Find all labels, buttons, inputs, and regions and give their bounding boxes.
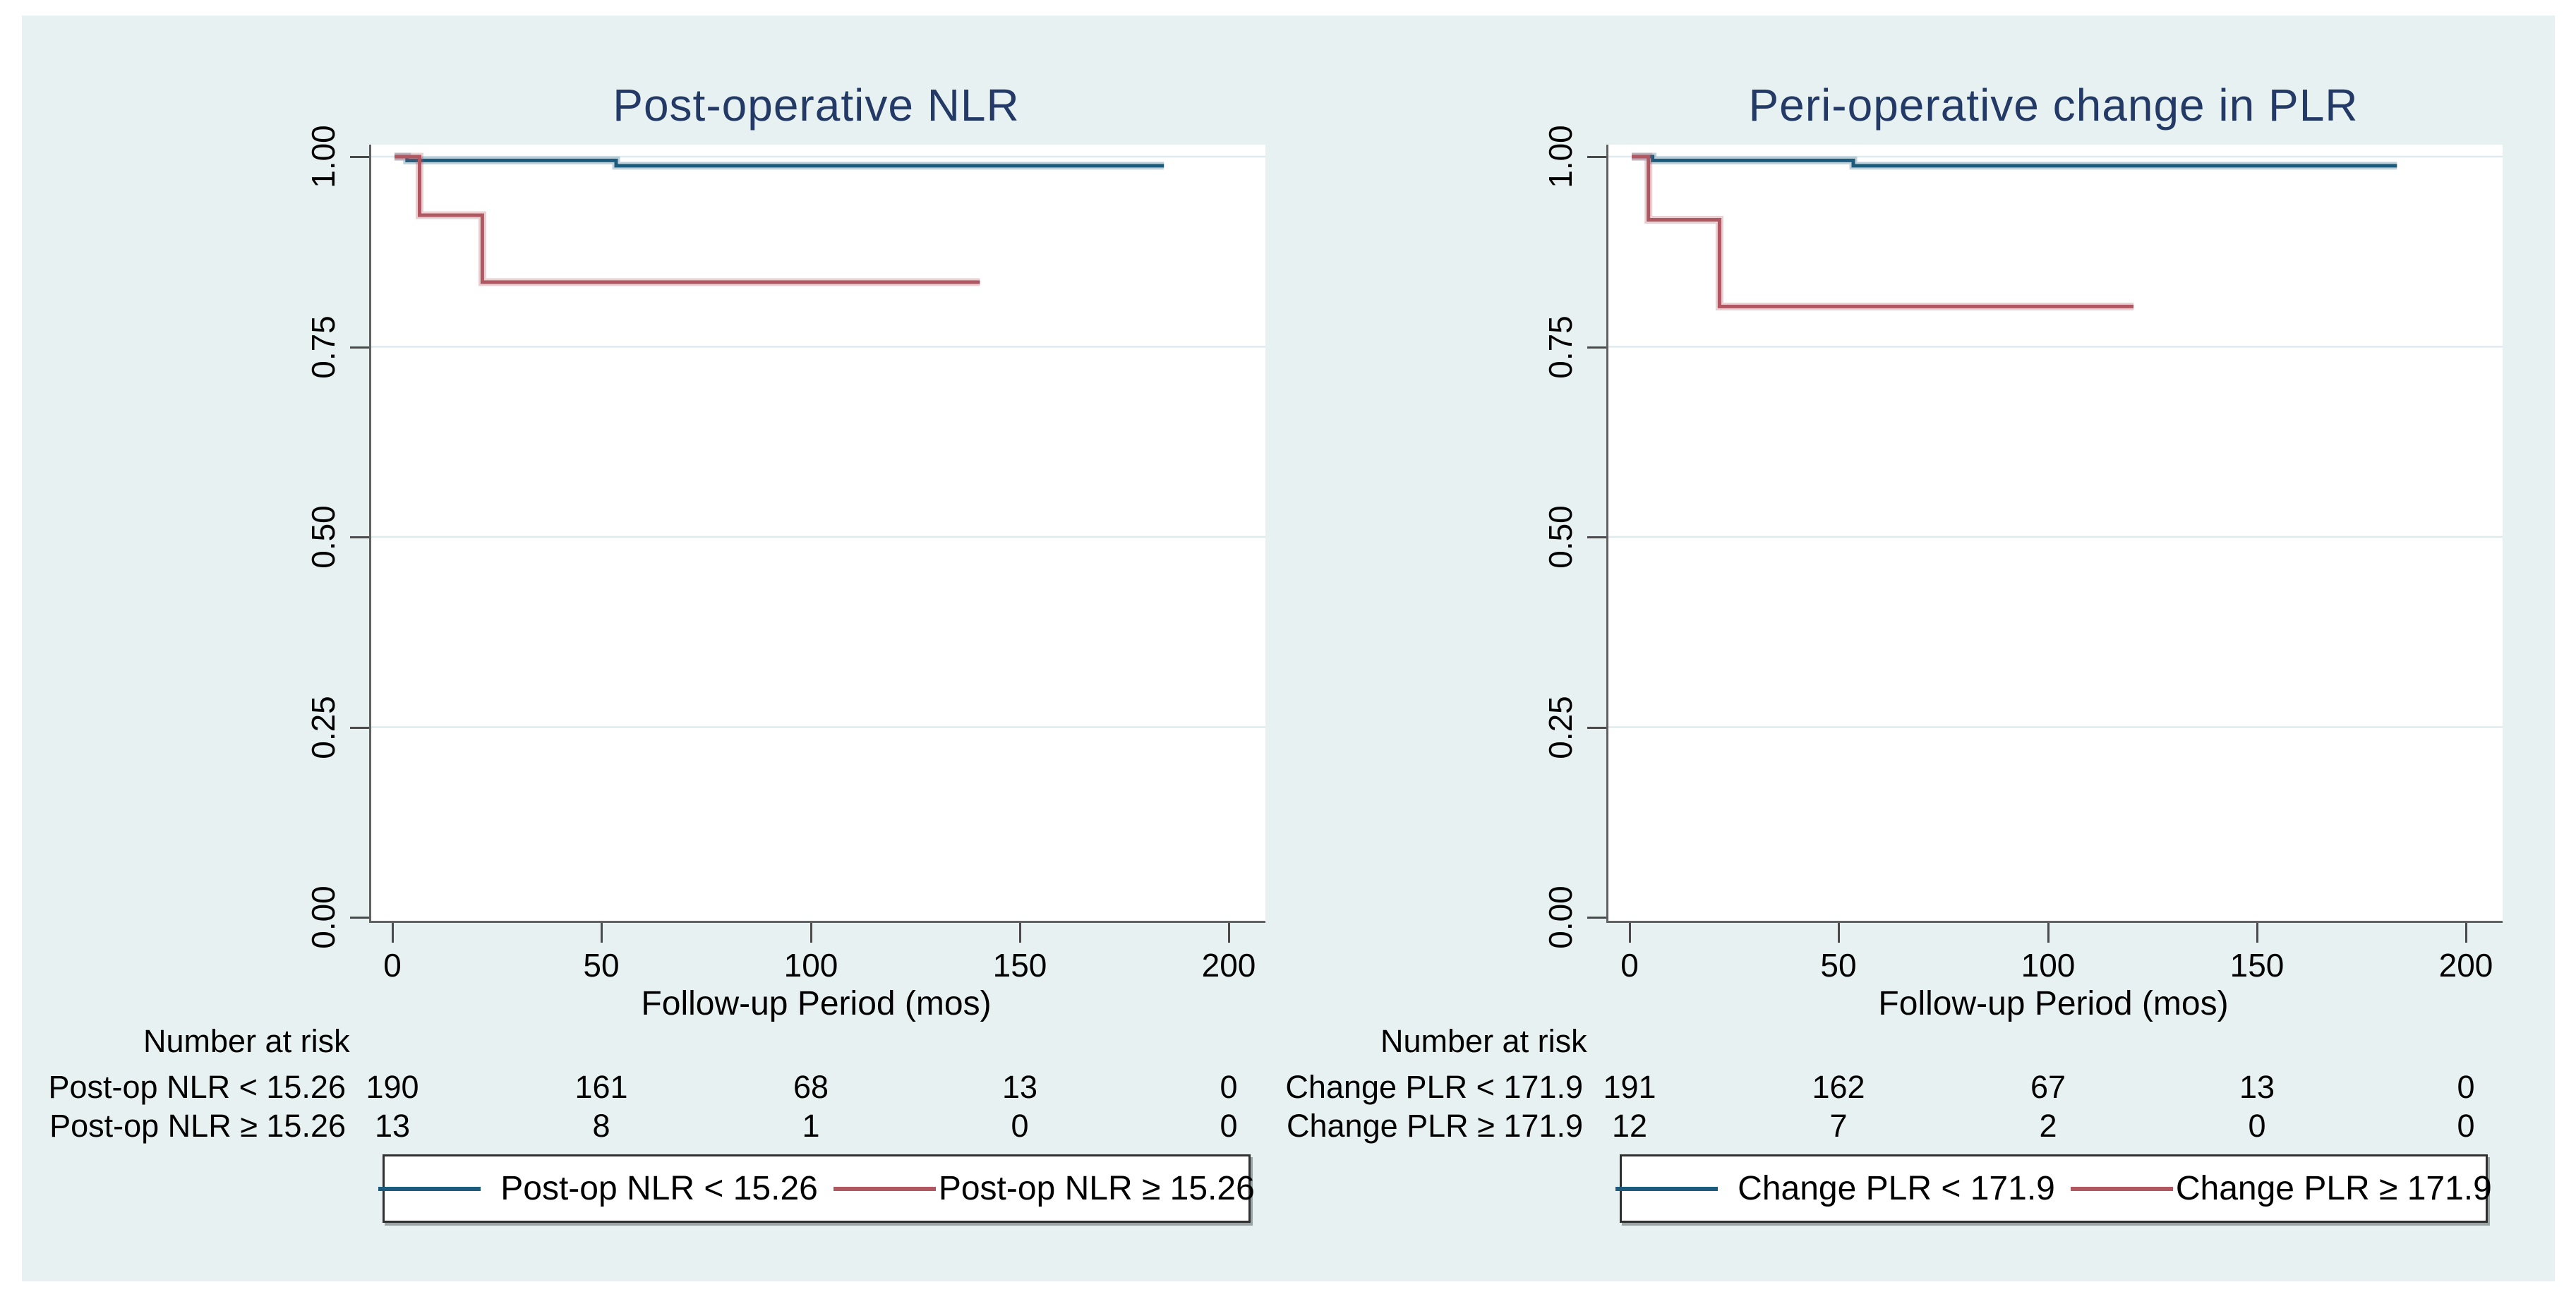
legend-label: Post-op NLR ≥ 15.26	[938, 1169, 1255, 1207]
risk-value: 0	[2457, 1069, 2475, 1105]
risk-row-label: Post-op NLR < 15.26	[48, 1069, 346, 1105]
legend: Post-op NLR < 15.26 Post-op NLR ≥ 15.26	[378, 1154, 1255, 1223]
x-tick-label: 100	[783, 947, 838, 984]
risk-table-header: Number at risk	[1380, 1023, 1587, 1059]
x-tick	[1019, 923, 1021, 943]
x-tick	[2047, 923, 2050, 943]
y-tick	[1587, 346, 1606, 349]
y-tick	[350, 536, 369, 538]
km-curve	[1632, 152, 2133, 310]
y-tick-label: 1.00	[1542, 125, 1579, 188]
risk-value: 13	[2239, 1069, 2275, 1105]
x-tick-label: 0	[1620, 947, 1639, 984]
plot-area	[1606, 145, 2503, 923]
risk-value: 191	[1603, 1069, 1656, 1105]
y-tick	[1587, 156, 1606, 158]
legend-label: Change PLR < 171.9	[1738, 1169, 2055, 1207]
blue-line-swatch	[1615, 1186, 1719, 1191]
x-tick-label: 150	[2229, 947, 2285, 984]
risk-row-label: Post-op NLR ≥ 15.26	[49, 1108, 346, 1144]
risk-value: 8	[592, 1108, 610, 1144]
y-tick	[350, 346, 369, 349]
risk-row-label: Change PLR < 171.9	[1285, 1069, 1583, 1105]
x-tick	[1838, 923, 1840, 943]
x-tick	[810, 923, 812, 943]
risk-value: 0	[1220, 1108, 1238, 1144]
risk-value: 12	[1611, 1108, 1648, 1144]
km-plot-svg	[1608, 152, 2503, 728]
x-tick	[1228, 923, 1230, 943]
risk-value: 0	[1220, 1069, 1238, 1105]
km-curve	[395, 155, 980, 284]
risk-value: 7	[1829, 1108, 1848, 1144]
risk-value: 0	[1011, 1108, 1029, 1144]
legend-label: Post-op NLR < 15.26	[500, 1169, 818, 1207]
y-tick	[1587, 726, 1606, 729]
legend-item: Post-op NLR < 15.26	[378, 1171, 818, 1207]
x-axis-label: Follow-up Period (mos)	[641, 985, 992, 1022]
risk-value: 0	[2457, 1108, 2475, 1144]
y-tick	[1587, 536, 1606, 538]
legend: Change PLR < 171.9 Change PLR ≥ 171.9	[1615, 1154, 2492, 1223]
x-tick	[601, 923, 603, 943]
legend-item: Post-op NLR ≥ 15.26	[833, 1171, 1255, 1207]
red-line-swatch	[2070, 1186, 2173, 1191]
red-line-swatch	[833, 1186, 936, 1191]
y-tick-label: 0.75	[1542, 315, 1579, 379]
risk-table-header: Number at risk	[143, 1023, 350, 1059]
risk-value: 13	[1001, 1069, 1038, 1105]
risk-row-label: Change PLR ≥ 171.9	[1287, 1108, 1583, 1144]
y-tick-label: 0.25	[1542, 695, 1579, 759]
risk-value: 13	[374, 1108, 411, 1144]
y-tick	[350, 726, 369, 729]
y-tick	[1587, 917, 1606, 919]
x-tick	[2465, 923, 2467, 943]
x-tick-label: 200	[2438, 947, 2493, 984]
legend-item: Change PLR ≥ 171.9	[2070, 1169, 2492, 1207]
y-tick-label: 0.50	[1542, 505, 1579, 569]
legend-label: Change PLR ≥ 171.9	[2175, 1169, 2492, 1207]
km-curve	[1632, 155, 2133, 308]
plot-title: Peri-operative change in PLR	[1748, 80, 2359, 131]
blue-line-swatch	[378, 1186, 481, 1191]
risk-value: 161	[574, 1069, 628, 1105]
risk-value: 67	[2030, 1069, 2066, 1105]
plot-area	[369, 145, 1265, 923]
km-plot-svg	[371, 152, 1265, 728]
risk-value: 190	[366, 1069, 419, 1105]
plot-title: Post-operative NLR	[613, 80, 1020, 131]
y-tick	[350, 917, 369, 919]
risk-value: 0	[2248, 1108, 2266, 1144]
x-tick-label: 50	[1820, 947, 1857, 984]
x-tick-label: 100	[2021, 947, 2076, 984]
x-tick	[392, 923, 394, 943]
risk-value: 68	[793, 1069, 829, 1105]
x-axis-label: Follow-up Period (mos)	[1878, 985, 2229, 1022]
x-tick	[2256, 923, 2258, 943]
x-tick-label: 50	[583, 947, 620, 984]
legend-item: Change PLR < 171.9	[1615, 1171, 2055, 1207]
x-tick	[1629, 923, 1631, 943]
x-tick-label: 150	[992, 947, 1047, 984]
x-tick-label: 200	[1201, 947, 1256, 984]
y-tick	[350, 156, 369, 158]
risk-value: 1	[802, 1108, 820, 1144]
x-tick-label: 0	[383, 947, 402, 984]
risk-value: 162	[1812, 1069, 1865, 1105]
risk-value: 2	[2039, 1108, 2057, 1144]
